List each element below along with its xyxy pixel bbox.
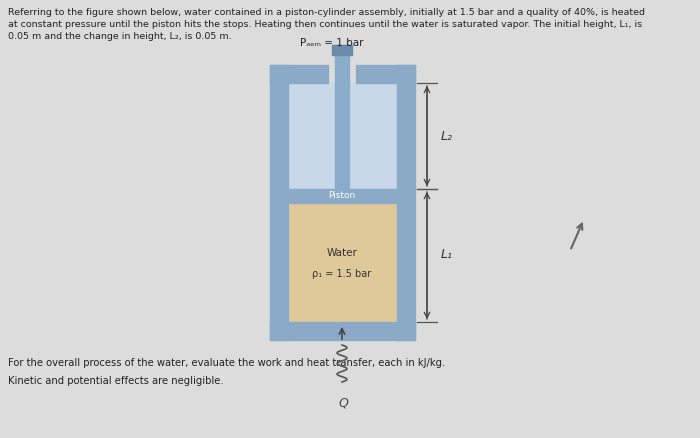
Text: For the overall process of the water, evaluate the work and heat transfer, each : For the overall process of the water, ev… [8,358,445,368]
Bar [270,65,288,340]
Text: L₁: L₁ [441,248,453,261]
Bar [335,45,349,189]
Bar [288,189,397,203]
Bar [270,65,328,83]
Text: Referring to the figure shown below, water contained in a piston-cylinder assemb: Referring to the figure shown below, wat… [8,8,645,17]
Text: at constant pressure until the piston hits the stops. Heating then continues unt: at constant pressure until the piston hi… [8,20,642,29]
Text: Water: Water [327,248,358,258]
Bar [270,322,415,340]
Bar [397,65,415,340]
Text: Pₐₑₘ = 1 bar: Pₐₑₘ = 1 bar [300,38,364,48]
Text: ρ₁ = 1.5 bar: ρ₁ = 1.5 bar [312,269,372,279]
Bar [332,45,352,55]
Text: 0.05 m and the change in height, L₂, is 0.05 m.: 0.05 m and the change in height, L₂, is … [8,32,232,41]
Bar [288,83,397,189]
Text: Kinetic and potential effects are negligible.: Kinetic and potential effects are neglig… [8,376,223,386]
Text: Q: Q [338,396,348,409]
Text: L₂: L₂ [441,130,453,142]
Bar [356,65,415,83]
Bar [288,203,397,322]
Text: Piston: Piston [328,191,356,201]
